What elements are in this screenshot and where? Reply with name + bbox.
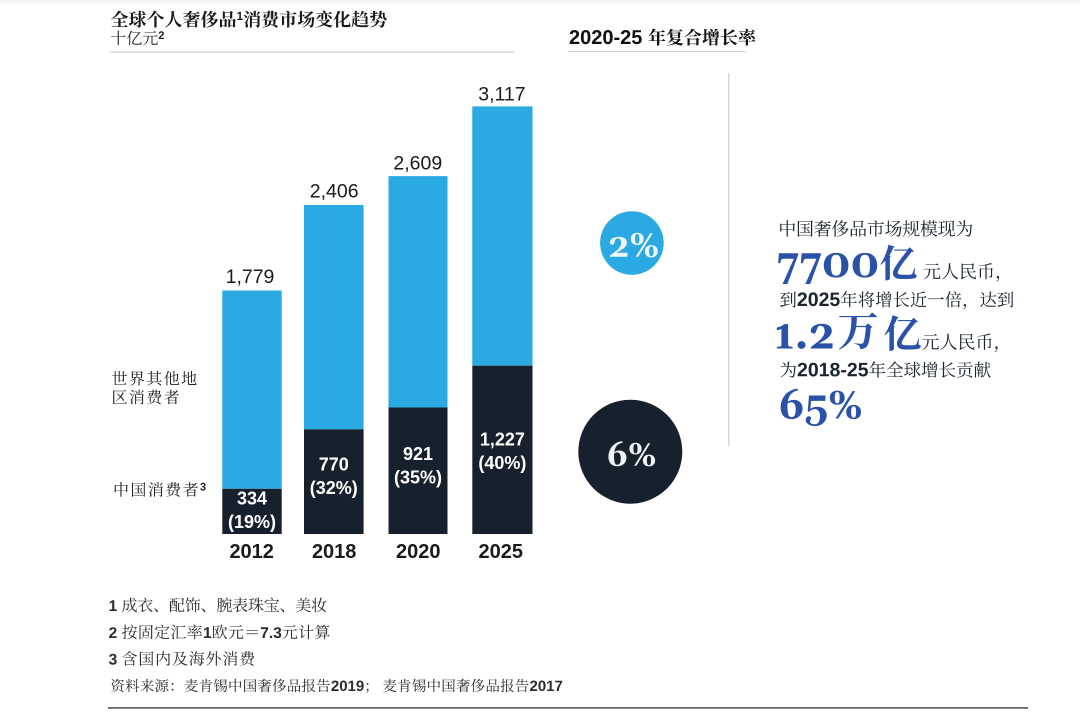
svg-text:2,609: 2,609	[393, 152, 442, 174]
svg-text:3,117: 3,117	[478, 84, 525, 106]
svg-text:1,227: 1,227	[480, 429, 525, 449]
svg-text:921: 921	[403, 444, 433, 464]
svg-text:2025: 2025	[479, 541, 524, 563]
svg-text:(40%): (40%)	[478, 453, 526, 473]
svg-text:(35%): (35%)	[394, 467, 442, 487]
svg-text:334: 334	[237, 489, 267, 509]
svg-text:2,406: 2,406	[310, 181, 359, 203]
svg-text:770: 770	[319, 454, 349, 474]
svg-text:2018: 2018	[312, 541, 357, 563]
svg-text:(19%): (19%)	[228, 512, 276, 532]
svg-text:2020: 2020	[396, 541, 441, 563]
svg-text:1,779: 1,779	[226, 266, 275, 288]
svg-text:(32%): (32%)	[310, 478, 358, 498]
svg-text:2012: 2012	[229, 541, 274, 563]
